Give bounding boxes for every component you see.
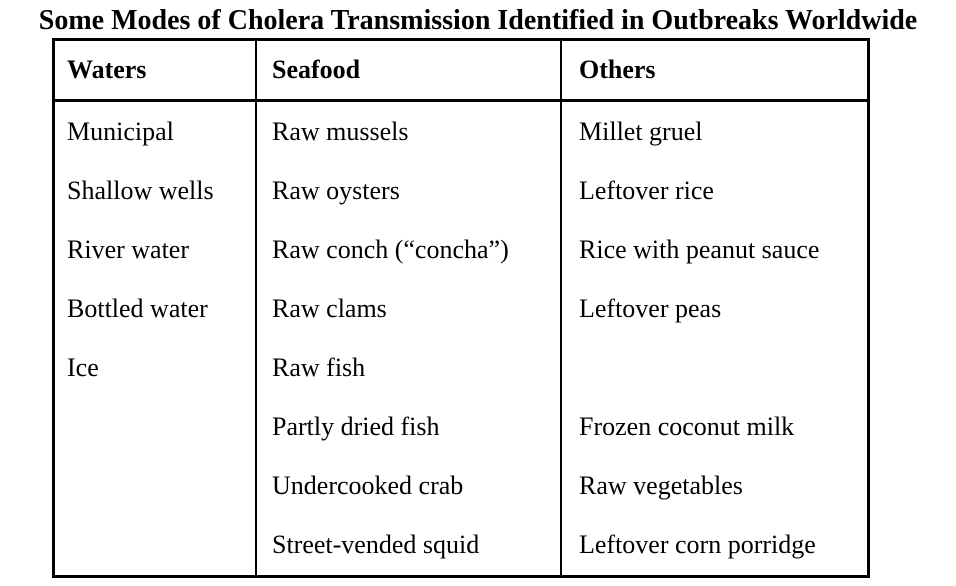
table-cell: Shallow wells (67, 175, 214, 205)
table-cell: Raw oysters (255, 161, 560, 221)
table-cell: Leftover rice (560, 161, 867, 221)
table-cell: Millet gruel (560, 102, 867, 162)
table-cell (55, 457, 255, 516)
column-header-others: Others (560, 41, 867, 102)
table-cell: Raw vegetables (560, 456, 867, 516)
table-cell: River water (67, 234, 190, 264)
table-cell: Leftover corn porridge (560, 515, 867, 575)
table-cell: Raw conch (“concha”) (255, 220, 560, 280)
table-cell (55, 398, 255, 457)
table-cell: Raw mussels (255, 102, 560, 162)
table-cell: Undercooked crab (255, 456, 560, 516)
column-header-seafood: Seafood (255, 41, 560, 102)
table-cell: Raw fish (255, 338, 560, 398)
table-cell: Bottled water (67, 293, 208, 323)
page-title: Some Modes of Cholera Transmission Ident… (38, 5, 918, 36)
table-cell (560, 338, 867, 398)
table-cell: Frozen coconut milk (560, 397, 867, 457)
table-cell: Raw clams (255, 279, 560, 339)
table-cell: Ice (67, 353, 99, 383)
table-cell: Rice with peanut sauce (560, 220, 867, 280)
cholera-transmission-table: Waters Seafood Others Municipal Raw muss… (52, 38, 870, 578)
table-cell: Leftover peas (560, 279, 867, 339)
table-cell (55, 516, 255, 575)
table-cell: Partly dried fish (255, 397, 560, 457)
table-cell: Street-vended squid (255, 515, 560, 575)
table-cell: Municipal (67, 116, 174, 146)
column-header-waters: Waters (55, 41, 255, 102)
